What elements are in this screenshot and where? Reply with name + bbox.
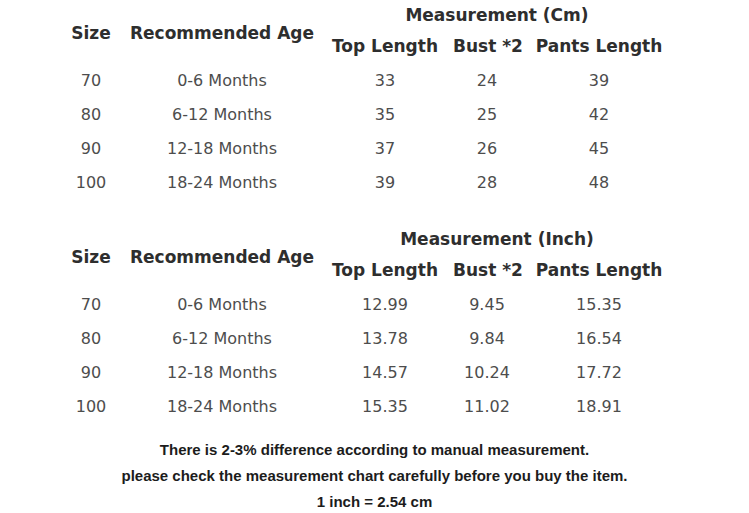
col-header-bust: Bust *2 xyxy=(453,252,521,287)
cell-top-length: 12.99 xyxy=(317,287,453,321)
cell-pants-length: 39 xyxy=(521,63,677,97)
cell-age: 12-18 Months xyxy=(127,131,317,165)
cell-pants-length: 15.35 xyxy=(521,287,677,321)
table-row: 70 0-6 Months 33 24 39 xyxy=(55,63,677,97)
col-header-pants-length: Pants Length xyxy=(521,252,677,287)
table-row: 90 12-18 Months 37 26 45 xyxy=(55,131,677,165)
cell-bust: 11.02 xyxy=(453,389,521,423)
cell-top-length: 15.35 xyxy=(317,389,453,423)
disclaimer-line-2: please check the measurement chart caref… xyxy=(0,463,749,489)
cell-age: 6-12 Months xyxy=(127,321,317,355)
cell-size: 90 xyxy=(55,355,127,389)
cell-pants-length: 18.91 xyxy=(521,389,677,423)
cell-pants-length: 16.54 xyxy=(521,321,677,355)
cell-top-length: 37 xyxy=(317,131,453,165)
measurement-disclaimer: There is 2-3% difference according to ma… xyxy=(0,437,749,513)
table-row: 90 12-18 Months 14.57 10.24 17.72 xyxy=(55,355,677,389)
size-chart-inch: Size Recommended Age Measurement (Inch) … xyxy=(55,226,677,423)
table-row: 80 6-12 Months 13.78 9.84 16.54 xyxy=(55,321,677,355)
cell-pants-length: 48 xyxy=(521,165,677,199)
table-row: 80 6-12 Months 35 25 42 xyxy=(55,97,677,131)
cell-age: 0-6 Months xyxy=(127,287,317,321)
cell-top-length: 39 xyxy=(317,165,453,199)
cell-top-length: 33 xyxy=(317,63,453,97)
cell-bust: 25 xyxy=(453,97,521,131)
cell-size: 70 xyxy=(55,287,127,321)
disclaimer-line-1: There is 2-3% difference according to ma… xyxy=(0,437,749,463)
cell-top-length: 14.57 xyxy=(317,355,453,389)
col-header-size: Size xyxy=(55,2,127,63)
cell-pants-length: 17.72 xyxy=(521,355,677,389)
col-header-top-length: Top Length xyxy=(317,252,453,287)
col-header-bust: Bust *2 xyxy=(453,28,521,63)
cell-bust: 9.84 xyxy=(453,321,521,355)
table-row: 100 18-24 Months 15.35 11.02 18.91 xyxy=(55,389,677,423)
cell-bust: 24 xyxy=(453,63,521,97)
cell-pants-length: 45 xyxy=(521,131,677,165)
cell-bust: 10.24 xyxy=(453,355,521,389)
table-row: 70 0-6 Months 12.99 9.45 15.35 xyxy=(55,287,677,321)
cell-bust: 26 xyxy=(453,131,521,165)
cell-age: 18-24 Months xyxy=(127,389,317,423)
cell-bust: 9.45 xyxy=(453,287,521,321)
cell-size: 100 xyxy=(55,389,127,423)
cell-size: 80 xyxy=(55,97,127,131)
group-header-measurement-inch: Measurement (Inch) xyxy=(317,226,677,252)
group-header-measurement-cm: Measurement (Cm) xyxy=(317,2,677,28)
cell-size: 90 xyxy=(55,131,127,165)
disclaimer-line-3: 1 inch = 2.54 cm xyxy=(0,489,749,513)
size-chart-cm: Size Recommended Age Measurement (Cm) To… xyxy=(55,2,677,199)
cell-bust: 28 xyxy=(453,165,521,199)
cell-age: 0-6 Months xyxy=(127,63,317,97)
col-header-pants-length: Pants Length xyxy=(521,28,677,63)
cell-size: 80 xyxy=(55,321,127,355)
col-header-recommended-age: Recommended Age xyxy=(127,226,317,287)
cell-age: 18-24 Months xyxy=(127,165,317,199)
cell-age: 6-12 Months xyxy=(127,97,317,131)
cell-top-length: 13.78 xyxy=(317,321,453,355)
col-header-top-length: Top Length xyxy=(317,28,453,63)
col-header-recommended-age: Recommended Age xyxy=(127,2,317,63)
cell-pants-length: 42 xyxy=(521,97,677,131)
cell-size: 70 xyxy=(55,63,127,97)
cell-age: 12-18 Months xyxy=(127,355,317,389)
table-row: 100 18-24 Months 39 28 48 xyxy=(55,165,677,199)
cell-top-length: 35 xyxy=(317,97,453,131)
col-header-size: Size xyxy=(55,226,127,287)
cell-size: 100 xyxy=(55,165,127,199)
